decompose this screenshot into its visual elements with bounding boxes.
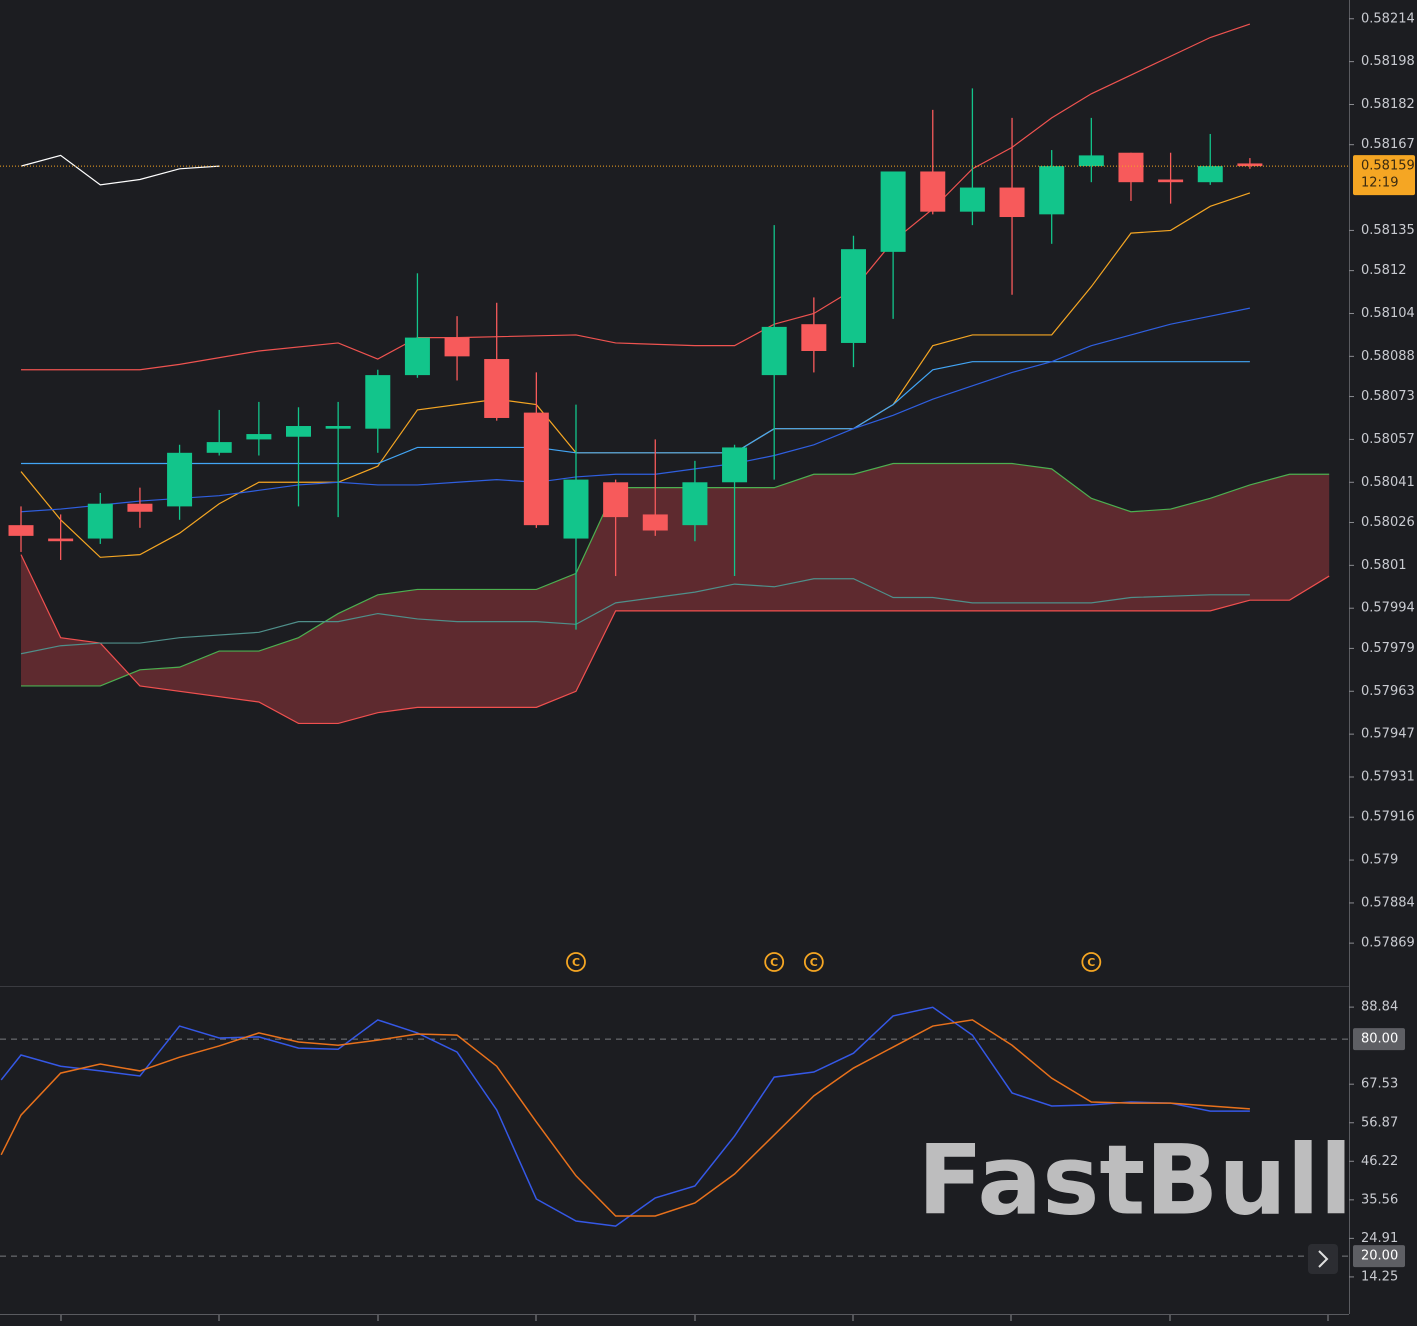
candle-body (246, 434, 272, 440)
y-tick-label: 0.57994 (1361, 601, 1415, 616)
candle-body (444, 337, 470, 357)
candle-body (404, 337, 430, 376)
event-marker-label: C (572, 956, 580, 969)
candle-body (999, 187, 1025, 218)
level-tag (1353, 1245, 1405, 1268)
candle-body (1158, 179, 1184, 183)
y-tick-label: 0.57947 (1361, 727, 1415, 742)
y-tick-label: 56.87 (1361, 1115, 1398, 1130)
y-tick-label: 0.579 (1361, 853, 1398, 868)
candle-body (682, 482, 708, 526)
candle-body (167, 452, 193, 507)
candle-body (1197, 166, 1223, 183)
y-tick-label: 0.58057 (1361, 432, 1415, 447)
y-tick-label: 0.58104 (1361, 306, 1415, 321)
y-tick-label: 0.57869 (1361, 936, 1415, 951)
y-tick-label: 0.58135 (1361, 223, 1415, 238)
y-tick-label: 0.58026 (1361, 515, 1415, 530)
event-marker-label: C (810, 956, 818, 969)
candle-body (959, 187, 985, 212)
event-marker (566, 952, 586, 972)
y-tick-label: 14.25 (1361, 1269, 1398, 1284)
event-marker (803, 952, 824, 972)
candle-body (1078, 155, 1104, 167)
candle-body (603, 482, 629, 518)
event-marker (764, 952, 785, 972)
candle-body (484, 359, 510, 418)
indicator-line (20, 154, 220, 186)
event-marker-label: C (1087, 956, 1095, 969)
candle-body (761, 326, 787, 376)
y-tick-label: 0.57884 (1361, 895, 1415, 910)
candle-body (920, 171, 946, 212)
y-tick-label: 0.58073 (1361, 389, 1415, 404)
stochastic-line (0, 1019, 1250, 1217)
last-price-tag (1353, 155, 1415, 196)
candle-body (722, 447, 748, 483)
candle-body (1039, 166, 1065, 215)
y-tick-label: 0.57963 (1361, 684, 1415, 699)
candle-body (880, 171, 906, 252)
candle-body (801, 324, 827, 351)
candle-body (365, 375, 391, 429)
y-tick-label: 0.57916 (1361, 810, 1415, 825)
candle-body (1237, 163, 1263, 167)
level-label: 20.00 (1361, 1249, 1398, 1264)
stochastic-line (0, 1006, 1250, 1227)
level-tag (1353, 1028, 1405, 1051)
event-marker-label: C (770, 956, 778, 969)
candle-body (325, 426, 351, 429)
candle-body (840, 249, 866, 343)
last-price-label: 0.58159 (1361, 159, 1415, 174)
time-ticks (60, 1315, 1329, 1321)
indicator-line (20, 307, 1251, 513)
candle-body (286, 426, 312, 437)
y-tick-label: 0.5801 (1361, 558, 1407, 573)
cloud-fill (21, 463, 1330, 724)
candle-body (48, 538, 74, 542)
y-tick-label: 0.58182 (1361, 97, 1415, 112)
candle-body (1118, 152, 1144, 183)
y-tick-label: 0.58214 (1361, 11, 1415, 26)
event-marker (1081, 952, 1102, 972)
candle-body (87, 503, 113, 539)
plot: 0.58214 0.58198 0.58182 0.58167 0.58135 0.581… (0, 11, 1415, 1284)
y-tick-label: 35.56 (1361, 1192, 1398, 1207)
candle-body (206, 442, 232, 453)
scroll-button-bg[interactable] (1308, 1244, 1338, 1274)
candle-body (523, 412, 549, 526)
y-tick-label: 0.58167 (1361, 137, 1415, 152)
y-tick-label: 24.91 (1361, 1231, 1398, 1246)
y-tick-label: 67.53 (1361, 1077, 1398, 1092)
scroll-button[interactable] (1308, 1244, 1338, 1274)
candle-body (127, 503, 153, 512)
y-tick-label: 0.5812 (1361, 263, 1407, 278)
cloud-span-b (20, 554, 1330, 725)
y-tick-label: 0.57979 (1361, 641, 1415, 656)
indicator-line (21, 361, 1250, 465)
y-tick-label: 0.58198 (1361, 54, 1415, 69)
y-tick-label: 88.84 (1361, 1000, 1398, 1015)
y-tick-label: 0.57931 (1361, 770, 1415, 785)
y-tick-label: 46.22 (1361, 1154, 1398, 1169)
chevron-icon (1318, 1250, 1329, 1268)
candle-body (642, 514, 668, 531)
indicator-line (20, 578, 1250, 655)
countdown-label: 12:19 (1361, 176, 1398, 191)
level-label: 80.00 (1361, 1032, 1398, 1047)
y-tick-label: 0.58088 (1361, 349, 1415, 364)
y-tick-label: 0.58041 (1361, 475, 1415, 490)
watermark: FastBull (917, 1124, 1352, 1236)
indicator-line (21, 23, 1251, 371)
candle-body (8, 525, 34, 536)
candle-body (563, 479, 589, 539)
